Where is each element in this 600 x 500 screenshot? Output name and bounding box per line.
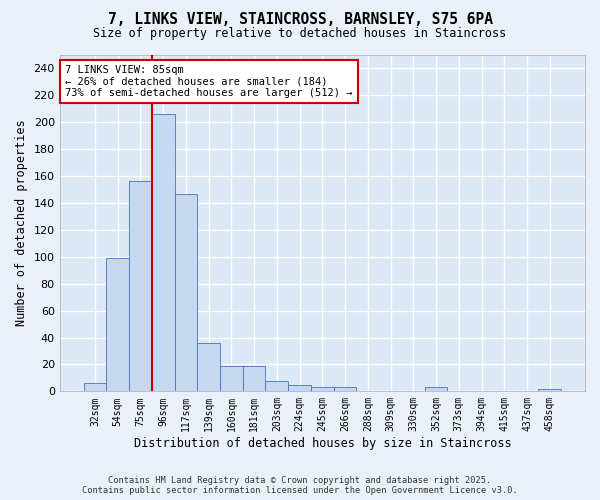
Bar [152, 114, 175, 392]
Bar [243, 366, 265, 392]
Bar [106, 258, 129, 392]
Text: Size of property relative to detached houses in Staincross: Size of property relative to detached ho… [94, 28, 506, 40]
Bar [175, 194, 197, 392]
Bar [334, 388, 356, 392]
X-axis label: Distribution of detached houses by size in Staincross: Distribution of detached houses by size … [134, 437, 511, 450]
Bar [288, 384, 311, 392]
Bar [311, 388, 334, 392]
Text: 7, LINKS VIEW, STAINCROSS, BARNSLEY, S75 6PA: 7, LINKS VIEW, STAINCROSS, BARNSLEY, S75… [107, 12, 493, 28]
Bar [265, 380, 288, 392]
Bar [197, 343, 220, 392]
Text: Contains HM Land Registry data © Crown copyright and database right 2025.
Contai: Contains HM Land Registry data © Crown c… [82, 476, 518, 495]
Text: 7 LINKS VIEW: 85sqm
← 26% of detached houses are smaller (184)
73% of semi-detac: 7 LINKS VIEW: 85sqm ← 26% of detached ho… [65, 65, 352, 98]
Bar [220, 366, 243, 392]
Bar [538, 388, 561, 392]
Bar [83, 384, 106, 392]
Y-axis label: Number of detached properties: Number of detached properties [15, 120, 28, 326]
Bar [425, 388, 448, 392]
Bar [129, 182, 152, 392]
